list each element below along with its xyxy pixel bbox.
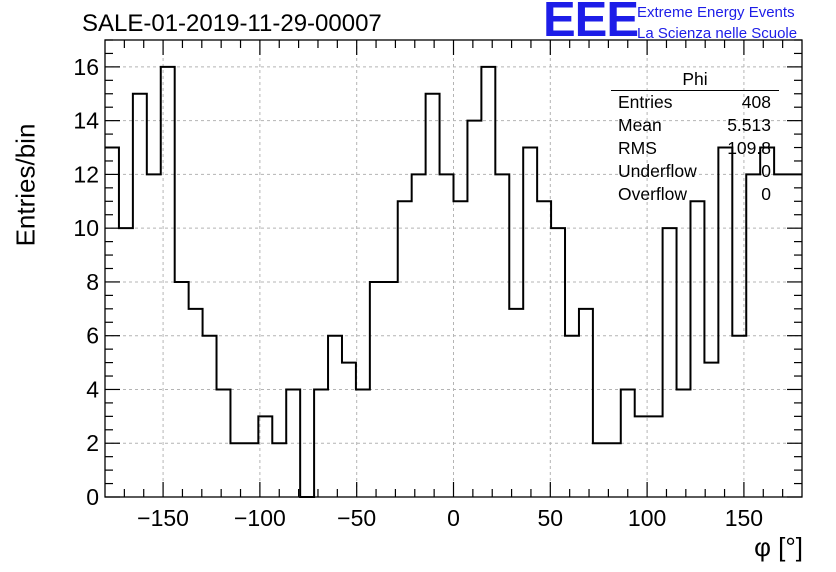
histogram-bin <box>607 443 621 497</box>
x-tick-label: 0 <box>447 505 460 531</box>
chart-title: SALE-01-2019-11-29-00007 <box>82 10 382 37</box>
histogram-bin <box>537 201 551 497</box>
stats-box: Phi Entries 408 Mean 5.513 RMS 109.8 Und… <box>611 68 779 206</box>
histogram-bin <box>426 94 440 497</box>
brand-line-2: La Scienza nelle Scuole <box>637 25 798 42</box>
x-axis-label: φ [°] <box>754 532 803 562</box>
stats-label: Underflow <box>618 161 697 181</box>
x-tick-label: −150 <box>137 505 189 531</box>
histogram-bin <box>203 336 217 497</box>
y-tick-label: 14 <box>73 108 99 134</box>
histogram-bin <box>244 443 258 497</box>
histogram-bin <box>690 201 704 497</box>
histogram-bin <box>119 228 133 497</box>
histogram-bin <box>467 121 481 497</box>
stats-label: Entries <box>618 92 673 112</box>
histogram-bin <box>328 336 342 497</box>
histogram-bin <box>551 228 565 497</box>
stats-value: 408 <box>741 92 771 112</box>
x-tick-label: 100 <box>628 505 666 531</box>
histogram-bin <box>523 148 537 497</box>
stats-row-underflow: Underflow 0 <box>611 160 779 183</box>
histogram-bin <box>649 416 663 497</box>
stats-value: 0 <box>761 161 771 181</box>
y-tick-label: 2 <box>86 430 99 456</box>
stats-row-mean: Mean 5.513 <box>611 114 779 137</box>
stats-value: 0 <box>761 184 771 204</box>
histogram-bin <box>342 363 356 497</box>
histogram-bin <box>217 389 231 497</box>
histogram-bin <box>189 309 203 497</box>
stats-title: Phi <box>611 68 779 91</box>
y-tick-label: 12 <box>73 161 99 187</box>
histogram-bin <box>593 443 607 497</box>
stats-row-rms: RMS 109.8 <box>611 137 779 160</box>
x-tick-label: 50 <box>538 505 564 531</box>
x-tick-label: −50 <box>337 505 376 531</box>
stats-label: Mean <box>618 115 662 135</box>
x-tick-label: 150 <box>725 505 763 531</box>
y-tick-label: 10 <box>73 215 99 241</box>
y-tick-label: 6 <box>86 323 99 349</box>
histogram-bin <box>509 309 523 497</box>
histogram-bin <box>704 363 718 497</box>
histogram-bin <box>663 228 677 497</box>
y-tick-label: 0 <box>86 484 99 510</box>
eee-logo: EEE <box>543 0 639 47</box>
histogram-bin <box>230 443 244 497</box>
histogram-bin <box>398 201 412 497</box>
histogram-bin <box>454 201 468 497</box>
y-tick-label: 16 <box>73 54 99 80</box>
stats-label: Overflow <box>618 184 688 204</box>
histogram-bin <box>579 309 593 497</box>
x-tick-label: −100 <box>234 505 286 531</box>
histogram-bin <box>133 94 147 497</box>
stats-label: RMS <box>618 138 657 158</box>
y-tick-label: 8 <box>86 269 99 295</box>
stats-value: 5.513 <box>727 115 771 135</box>
y-tick-label: 4 <box>86 376 99 402</box>
histogram-bin <box>565 336 579 497</box>
stats-row-entries: Entries 408 <box>611 91 779 114</box>
histogram-bin <box>175 282 189 497</box>
histogram-line <box>105 65 802 498</box>
stats-row-overflow: Overflow 0 <box>611 183 779 206</box>
stats-value: 109.8 <box>727 138 771 158</box>
brand-line-1: Extreme Energy Events <box>637 4 795 21</box>
histogram-bin <box>272 443 286 497</box>
